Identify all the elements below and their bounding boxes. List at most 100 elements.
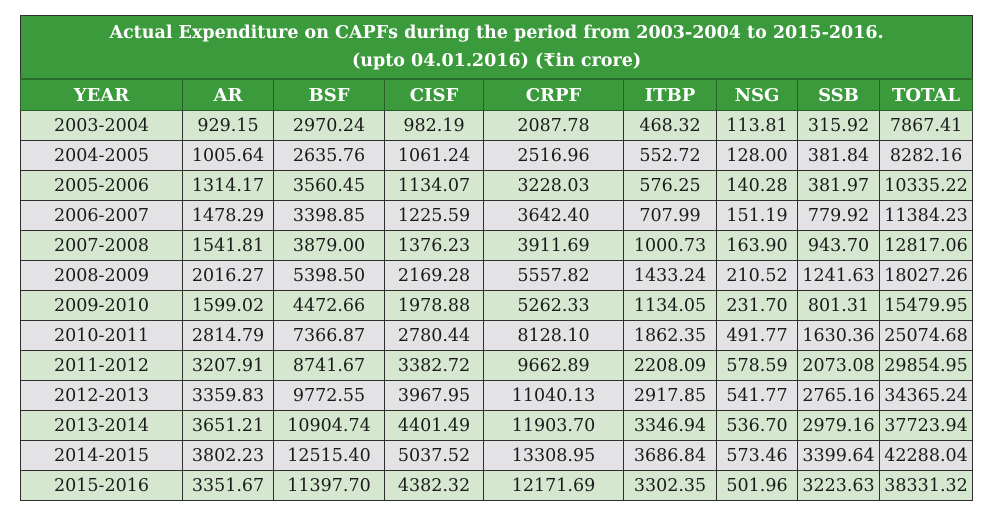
cell-nsg: 536.70: [716, 410, 798, 441]
cell-ssb: 1241.63: [797, 260, 880, 291]
cell-year: 2007-2008: [20, 230, 183, 261]
column-header-nsg: NSG: [716, 78, 798, 111]
cell-itbp: 468.32: [623, 110, 717, 141]
cell-total: 25074.68: [878, 320, 974, 351]
column-header-ssb: SSB: [797, 78, 880, 111]
cell-total: 8282.16: [878, 140, 974, 171]
cell-crpf: 9662.89: [483, 350, 624, 381]
cell-total: 11384.23: [878, 200, 974, 231]
cell-ssb: 3223.63: [797, 470, 880, 501]
cell-cisf: 1225.59: [384, 200, 484, 231]
cell-ssb: 779.92: [797, 200, 880, 231]
cell-ar: 3351.67: [182, 470, 274, 501]
cell-itbp: 2208.09: [623, 350, 717, 381]
cell-itbp: 1433.24: [623, 260, 717, 291]
cell-bsf: 10904.74: [273, 410, 385, 441]
cell-total: 42288.04: [878, 440, 974, 471]
capf-expenditure-table: Actual Expenditure on CAPFs during the p…: [19, 15, 974, 501]
cell-nsg: 210.52: [716, 260, 798, 291]
column-header-bsf: BSF: [273, 78, 385, 111]
cell-ar: 1314.17: [182, 170, 274, 201]
cell-year: 2005-2006: [20, 170, 183, 201]
cell-ar: 3207.91: [182, 350, 274, 381]
cell-crpf: 2087.78: [483, 110, 624, 141]
cell-ar: 3802.23: [182, 440, 274, 471]
cell-cisf: 1061.24: [384, 140, 484, 171]
cell-total: 18027.26: [878, 260, 974, 291]
cell-crpf: 11903.70: [483, 410, 624, 441]
cell-bsf: 5398.50: [273, 260, 385, 291]
cell-ar: 1478.29: [182, 200, 274, 231]
cell-ar: 1599.02: [182, 290, 274, 321]
cell-ssb: 381.97: [797, 170, 880, 201]
cell-nsg: 163.90: [716, 230, 798, 261]
cell-bsf: 2970.24: [273, 110, 385, 141]
cell-total: 29854.95: [878, 350, 974, 381]
cell-total: 34365.24: [878, 380, 974, 411]
cell-total: 15479.95: [878, 290, 974, 321]
column-header-row: YEAR AR BSF CISF CRPF ITBP NSG SSB TOTAL: [20, 78, 974, 111]
table-row: 2009-2010 1599.02 4472.66 1978.88 5262.33 113…: [20, 290, 974, 321]
cell-nsg: 140.28: [716, 170, 798, 201]
cell-year: 2015-2016: [20, 470, 183, 501]
cell-ar: 3359.83: [182, 380, 274, 411]
cell-cisf: 3382.72: [384, 350, 484, 381]
cell-ssb: 2765.16: [797, 380, 880, 411]
cell-crpf: 13308.95: [483, 440, 624, 471]
cell-ssb: 2073.08: [797, 350, 880, 381]
cell-cisf: 4401.49: [384, 410, 484, 441]
cell-bsf: 8741.67: [273, 350, 385, 381]
cell-cisf: 2169.28: [384, 260, 484, 291]
title-line-1: Actual Expenditure on CAPFs during the p…: [109, 23, 884, 43]
cell-ar: 3651.21: [182, 410, 274, 441]
cell-bsf: 11397.70: [273, 470, 385, 501]
cell-crpf: 5262.33: [483, 290, 624, 321]
table-title: Actual Expenditure on CAPFs during the p…: [19, 15, 974, 80]
cell-ssb: 315.92: [797, 110, 880, 141]
cell-cisf: 3967.95: [384, 380, 484, 411]
cell-itbp: 1862.35: [623, 320, 717, 351]
cell-bsf: 3398.85: [273, 200, 385, 231]
cell-bsf: 3879.00: [273, 230, 385, 261]
column-header-total: TOTAL: [878, 78, 974, 111]
cell-ar: 929.15: [182, 110, 274, 141]
table-row: 2011-2012 3207.91 8741.67 3382.72 9662.89 220…: [20, 350, 974, 381]
cell-nsg: 501.96: [716, 470, 798, 501]
cell-year: 2006-2007: [20, 200, 183, 231]
cell-ssb: 381.84: [797, 140, 880, 171]
cell-cisf: 982.19: [384, 110, 484, 141]
cell-nsg: 113.81: [716, 110, 798, 141]
table-row: 2004-2005 1005.64 2635.76 1061.24 2516.96 552…: [20, 140, 974, 171]
cell-total: 38331.32: [878, 470, 974, 501]
cell-total: 37723.94: [878, 410, 974, 441]
cell-crpf: 12171.69: [483, 470, 624, 501]
cell-crpf: 3911.69: [483, 230, 624, 261]
cell-total: 10335.22: [878, 170, 974, 201]
cell-ssb: 3399.64: [797, 440, 880, 471]
cell-crpf: 11040.13: [483, 380, 624, 411]
cell-cisf: 1978.88: [384, 290, 484, 321]
table-row: 2003-2004 929.15 2970.24 982.19 2087.78 468.3…: [20, 110, 974, 141]
cell-year: 2010-2011: [20, 320, 183, 351]
table-row: 2007-2008 1541.81 3879.00 1376.23 3911.69 100…: [20, 230, 974, 261]
cell-ar: 2814.79: [182, 320, 274, 351]
cell-ar: 1541.81: [182, 230, 274, 261]
cell-nsg: 578.59: [716, 350, 798, 381]
cell-crpf: 2516.96: [483, 140, 624, 171]
cell-bsf: 4472.66: [273, 290, 385, 321]
cell-year: 2012-2013: [20, 380, 183, 411]
cell-year: 2014-2015: [20, 440, 183, 471]
cell-itbp: 1000.73: [623, 230, 717, 261]
title-line-2: (upto 04.01.2016) (₹in crore): [351, 51, 642, 71]
cell-bsf: 7366.87: [273, 320, 385, 351]
cell-nsg: 128.00: [716, 140, 798, 171]
table-row: 2008-2009 2016.27 5398.50 2169.28 5557.82 143…: [20, 260, 974, 291]
cell-crpf: 8128.10: [483, 320, 624, 351]
cell-ssb: 801.31: [797, 290, 880, 321]
table-row: 2012-2013 3359.83 9772.55 3967.95 11040.13 29…: [20, 380, 974, 411]
cell-year: 2011-2012: [20, 350, 183, 381]
cell-crpf: 3642.40: [483, 200, 624, 231]
cell-itbp: 3346.94: [623, 410, 717, 441]
cell-itbp: 1134.05: [623, 290, 717, 321]
cell-cisf: 1376.23: [384, 230, 484, 261]
